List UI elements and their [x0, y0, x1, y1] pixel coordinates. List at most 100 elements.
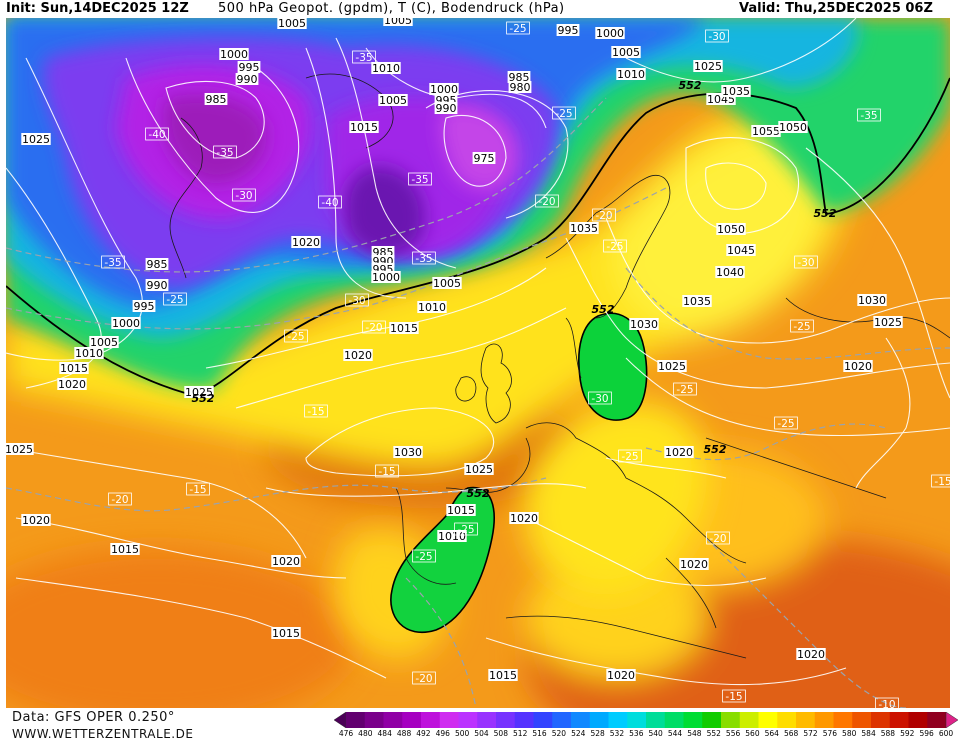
isobar-label: 990 — [145, 279, 169, 292]
temperature-value: -15 — [307, 406, 324, 418]
isobar-label: 1020 — [796, 648, 826, 661]
temperature-label: -30 — [705, 29, 729, 43]
isobar-value: 1020 — [844, 360, 872, 373]
colorbar-tick-label: 544 — [667, 729, 683, 738]
temperature-value: -35 — [411, 174, 428, 186]
isobar-value: 990 — [147, 279, 168, 292]
isobar-value: 995 — [558, 24, 579, 37]
isobar-label: 1010 — [437, 530, 467, 543]
isobars — [6, 18, 950, 686]
isobar-value: 1005 — [433, 277, 461, 290]
isobar-label: 1020 — [843, 360, 873, 373]
isobar-label: 1015 — [110, 543, 140, 556]
colorbar-segment — [852, 712, 872, 728]
isobar-value: 990 — [436, 102, 457, 115]
coastlines — [169, 73, 950, 659]
isobar-label: 1010 — [371, 62, 401, 75]
data-source-label: Data: GFS OPER 0.250° — [12, 710, 175, 725]
isobar-label: 1025 — [184, 386, 214, 399]
isobar-value: 1010 — [418, 301, 446, 314]
temperature-value: -25 — [621, 451, 638, 463]
colorbar-tick-label: 560 — [745, 729, 760, 738]
isobar-value: 1030 — [858, 294, 886, 307]
isobar-value: 1025 — [874, 316, 902, 329]
isobar-value: 1025 — [694, 60, 722, 73]
temperature-label: -25 — [673, 382, 697, 396]
isobar-label: 1020 — [21, 514, 51, 527]
isobar-value: 1035 — [722, 85, 750, 98]
isobar-value: 1035 — [570, 222, 598, 235]
isobar-value: 1025 — [465, 463, 493, 476]
temperature-value: -25 — [509, 23, 526, 35]
temperature-label: -20 — [592, 208, 616, 222]
isobar-label: 1020 — [271, 555, 301, 568]
temperature-value: -35 — [216, 147, 233, 159]
isobar-value: 985 — [509, 71, 530, 84]
colorbar-segment — [402, 712, 422, 728]
temperature-value: -25 — [457, 524, 474, 536]
temperature-value: -15 — [378, 466, 395, 478]
temperature-label: -35 — [412, 251, 436, 265]
isobar-label: 1005 — [89, 336, 119, 349]
isobar-value: 1000 — [430, 83, 458, 96]
temperature-label: -20 — [108, 492, 132, 506]
isobar-label: 1020 — [664, 446, 694, 459]
isobar-label: 985 — [204, 93, 228, 106]
isobar-value: 1020 — [58, 378, 86, 391]
colorbar-segment — [908, 712, 928, 728]
temperature-value: -35 — [355, 52, 372, 64]
colorbar-tick-label: 476 — [338, 729, 354, 738]
isobar-label: 1020 — [343, 349, 373, 362]
temperature-value: -20 — [709, 533, 726, 545]
temperature-label: -25 — [618, 449, 642, 463]
temperature-value: -35 — [104, 257, 121, 269]
colorbar-segment — [796, 712, 816, 728]
colorbar-tick-label: 528 — [590, 729, 605, 738]
isobar-label: 1005 — [277, 18, 307, 30]
colorbar-tick-label: 484 — [377, 729, 392, 738]
isobar-value: 1010 — [372, 62, 400, 75]
temperature-value: -25 — [555, 108, 572, 120]
temperature-value: -20 — [415, 673, 432, 685]
colorbar-segment — [871, 712, 891, 728]
isobar-value: 1005 — [90, 336, 118, 349]
temperature-label: -30 — [232, 188, 256, 202]
colorbar-tick-label: 588 — [880, 729, 896, 738]
temperature-value: -15 — [189, 484, 206, 496]
temperature-label: -25 — [454, 522, 478, 536]
colorbar-segment — [421, 712, 441, 728]
colorbar-tick-label: 580 — [842, 729, 857, 738]
isobar-label: 1025 — [657, 360, 687, 373]
temperature-label: -30 — [794, 255, 818, 269]
height-label: 552 — [592, 303, 615, 316]
isobar-label: 1035 — [569, 222, 599, 235]
colorbar-tick-label: 492 — [416, 729, 431, 738]
temperature-label: -15 — [304, 404, 328, 418]
isobar-label: 990 — [235, 73, 259, 86]
isobar-label: 990 — [434, 102, 458, 115]
isobar-value: 1000 — [112, 317, 140, 330]
height-value: 552 — [704, 443, 727, 456]
colorbar-segment — [664, 712, 684, 728]
colorbar-tick-label: 512 — [513, 729, 528, 738]
temperature-value: -30 — [235, 190, 252, 202]
colorbar-segment — [458, 712, 478, 728]
isobar-value: 1020 — [680, 558, 708, 571]
temperature-label: -25 — [552, 106, 576, 120]
isobar-value: 1010 — [438, 530, 466, 543]
temperature-value: -10 — [878, 699, 895, 708]
isobar-label: 1050 — [778, 121, 808, 134]
isobar-value: 1015 — [111, 543, 139, 556]
colorbar-tick-label: 572 — [803, 729, 818, 738]
temperature-label: -20 — [362, 320, 386, 334]
temperature-value: -25 — [606, 241, 623, 253]
isobar-value: 1005 — [278, 18, 306, 30]
colorbar-segment — [533, 712, 553, 728]
isobar-value: 1015 — [350, 121, 378, 134]
temperature-value: -25 — [166, 294, 183, 306]
isobar-label: 1010 — [417, 301, 447, 314]
colorbar-segment — [496, 712, 516, 728]
colorbar-tick-label: 532 — [609, 729, 625, 738]
isobar-label: 1050 — [716, 223, 746, 236]
temperature-value: -20 — [538, 196, 555, 208]
